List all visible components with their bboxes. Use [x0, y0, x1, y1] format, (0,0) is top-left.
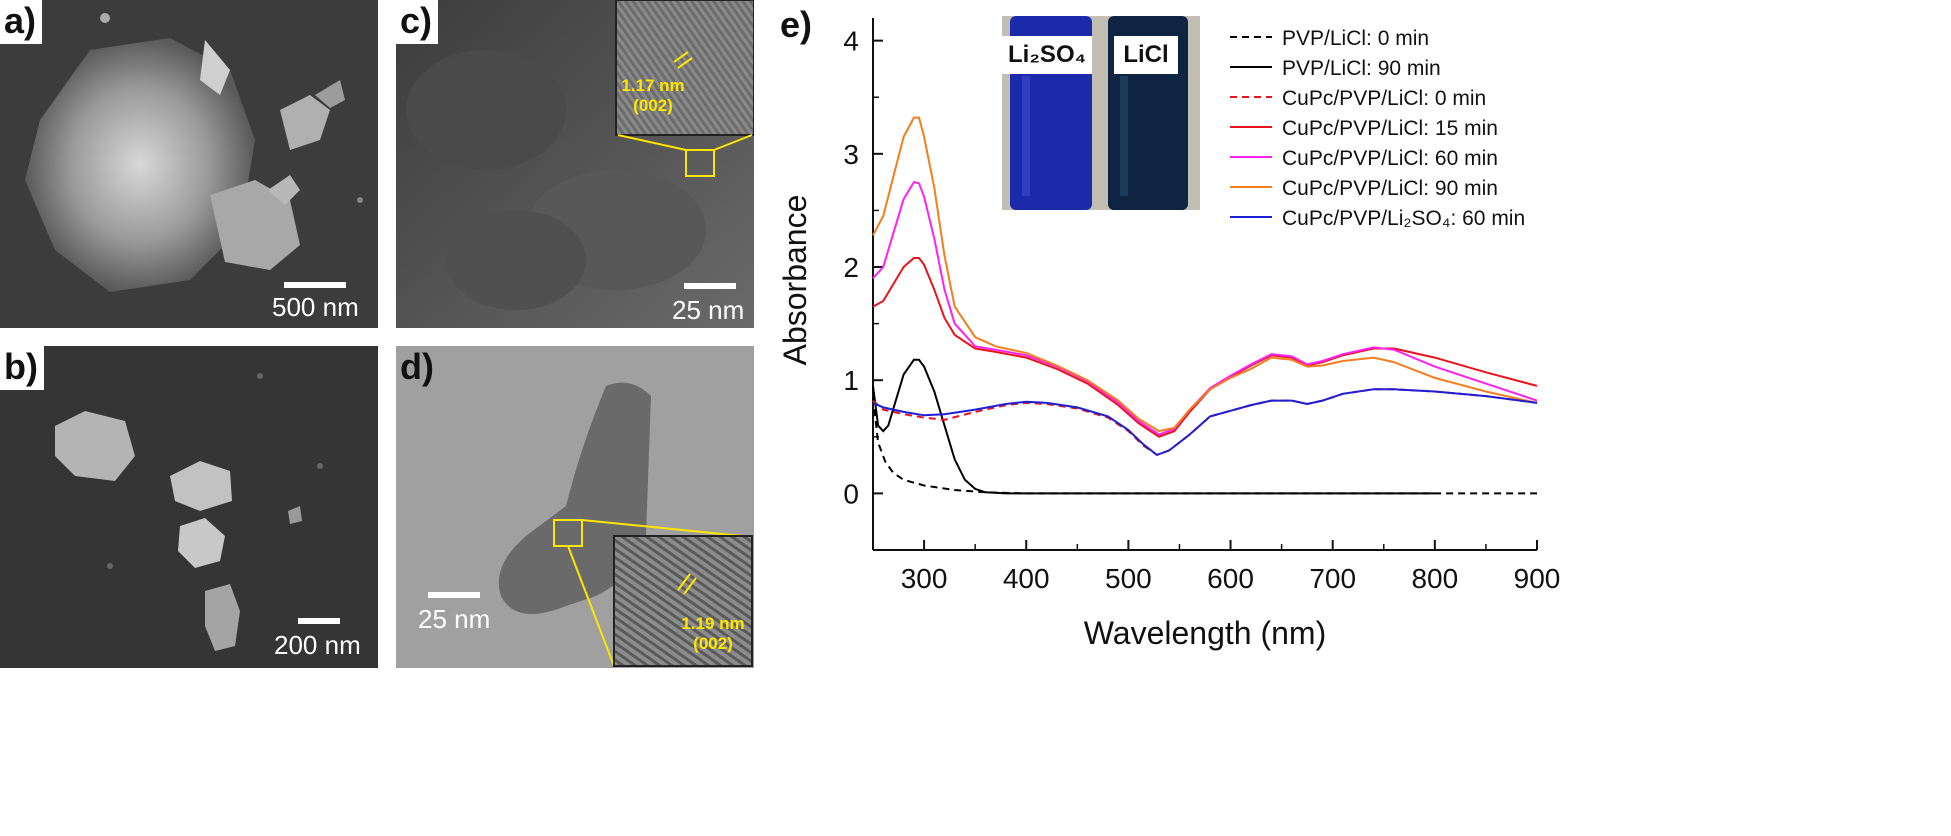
vial-label-li2so4: Li₂SO₄ [1002, 36, 1092, 74]
scale-bar-c [684, 283, 736, 289]
series-line-4 [872, 257, 1538, 438]
vial-label-licl: LiCl [1114, 36, 1178, 74]
vial-photo-inset: Li₂SO₄ LiCl [1002, 16, 1200, 210]
x-axis-label: Wavelength (nm) [1084, 615, 1326, 651]
panel-label-b: b) [0, 346, 44, 390]
x-tick-label: 500 [1105, 563, 1152, 594]
y-tick-label: 3 [843, 139, 859, 170]
tem-image-c-graphic [396, 0, 754, 328]
series-line-7 [872, 388, 1538, 457]
panel-label-a: a) [0, 0, 43, 44]
x-tick-label: 300 [901, 563, 948, 594]
scale-text-b: 200 nm [274, 630, 361, 660]
sem-image-a-graphic [0, 0, 378, 328]
sem-image-a: a) 500 nm [0, 0, 378, 328]
y-tick-label: 2 [843, 252, 859, 283]
series-line-1 [872, 397, 1537, 495]
lattice-plane-c: (002) [633, 96, 673, 115]
scale-bar-a [284, 282, 346, 288]
series-line-2 [872, 358, 1435, 495]
panel-label-e: e) [780, 4, 813, 45]
legend-label-5: CuPc/PVP/LiCl: 60 min [1282, 147, 1498, 170]
legend-label-6: CuPc/PVP/LiCl: 90 min [1282, 177, 1498, 200]
series-line-6 [872, 116, 1538, 433]
y-tick-label: 4 [843, 26, 859, 57]
lattice-label-c: 1.17 nm (002) [618, 76, 688, 116]
lattice-spacing-c: 1.17 nm [621, 76, 685, 95]
scale-bar-b [298, 618, 340, 624]
legend-label-2: PVP/LiCl: 90 min [1282, 57, 1441, 80]
scale-text-d: 25 nm [418, 604, 491, 634]
lattice-spacing-d: 1.19 nm [681, 614, 745, 633]
sem-image-b-graphic [0, 346, 378, 668]
tem-image-d: d) 1.19 nm (002) 25 nm [396, 346, 754, 668]
y-axis-label: Absorbance [777, 195, 813, 366]
y-tick-label: 0 [843, 478, 859, 509]
x-tick-label: 400 [1003, 563, 1050, 594]
x-tick-label: 800 [1411, 563, 1458, 594]
tem-image-d-graphic [396, 346, 754, 668]
legend-label-3: CuPc/PVP/LiCl: 0 min [1282, 87, 1486, 110]
scale-text-c: 25 nm [672, 295, 745, 325]
x-tick-label: 700 [1309, 563, 1356, 594]
legend-label-7: CuPc/PVP/Li₂SO₄: 60 min [1282, 207, 1525, 230]
sem-image-b: b) 200 nm [0, 346, 378, 668]
tem-image-c: c) 1.17 nm (002) 25 nm [396, 0, 754, 328]
panel-label-d: d) [400, 346, 434, 387]
scale-text-a: 500 nm [272, 292, 359, 322]
panel-label-c: c) [396, 0, 439, 44]
legend-label-4: CuPc/PVP/LiCl: 15 min [1282, 117, 1498, 140]
x-tick-label: 600 [1207, 563, 1254, 594]
lattice-label-d: 1.19 nm (002) [678, 614, 748, 654]
scale-bar-d [428, 592, 480, 598]
y-tick-label: 1 [843, 365, 859, 396]
legend-label-1: PVP/LiCl: 0 min [1282, 27, 1429, 50]
lattice-plane-d: (002) [693, 634, 733, 653]
x-tick-label: 900 [1514, 563, 1561, 594]
series-line-5 [872, 180, 1538, 436]
